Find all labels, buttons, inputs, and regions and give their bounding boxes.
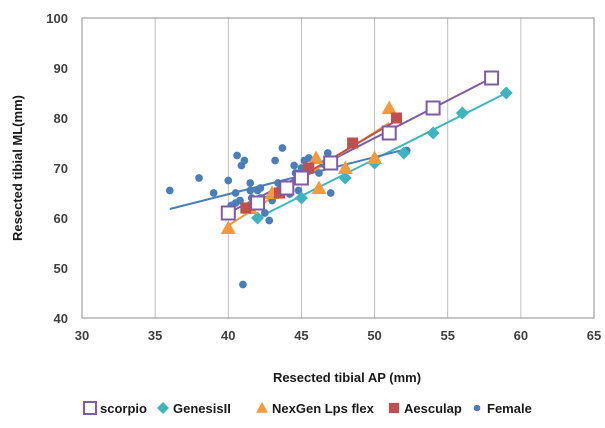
point-scorpio — [323, 155, 339, 171]
point-female — [265, 216, 274, 225]
legend-marker-scorpio — [83, 401, 97, 415]
point-genesisii — [251, 211, 265, 225]
point-genesisii — [338, 171, 352, 185]
y-tick-label: 70 — [54, 161, 68, 176]
point-female — [256, 184, 265, 192]
legend-marker-female — [473, 404, 481, 412]
point-female — [236, 196, 244, 205]
legend-marker-nexgen-lps-flex — [256, 402, 268, 413]
point-nexgen-lps-flex — [367, 150, 383, 164]
point-female — [271, 156, 279, 165]
x-tick-label: 45 — [294, 328, 308, 343]
point-aesculap — [347, 137, 359, 149]
point-genesisii — [499, 86, 513, 100]
point-scorpio — [381, 125, 397, 141]
point-female — [315, 169, 323, 177]
point-female — [246, 179, 255, 187]
y-axis-title: Resected tibial ML(mm) — [10, 95, 25, 241]
point-aesculap — [303, 162, 315, 174]
trendlines — [169, 77, 507, 227]
point-female — [326, 189, 335, 197]
point-scorpio — [279, 180, 295, 196]
point-nexgen-lps-flex — [337, 160, 353, 174]
point-scorpio — [425, 100, 441, 116]
point-female — [239, 280, 247, 289]
trendline-female — [169, 148, 407, 210]
point-scorpio — [250, 195, 266, 211]
y-tick-label: 80 — [54, 111, 68, 126]
x-tick-label: 30 — [75, 328, 89, 343]
point-female — [294, 186, 303, 195]
y-tick-label: 40 — [54, 311, 68, 326]
point-nexgen-lps-flex — [308, 150, 324, 164]
point-female — [290, 161, 298, 170]
point-scorpio — [484, 70, 500, 86]
plot-frame — [81, 17, 595, 319]
x-tick-label: 40 — [221, 328, 235, 343]
x-axis-title: Resected tibial AP (mm) — [273, 370, 421, 385]
point-genesisii — [426, 126, 440, 140]
point-nexgen-lps-flex — [311, 180, 327, 194]
point-nexgen-lps-flex — [220, 220, 236, 234]
point-female — [195, 174, 203, 182]
legend-label: scorpio — [100, 401, 147, 416]
point-female — [240, 156, 249, 165]
point-aesculap — [390, 112, 403, 124]
legend: scorpio GenesisII NexGen Lps flex Aesculap F… — [83, 401, 532, 416]
legend-marker-aesculap — [388, 402, 400, 414]
point-genesisii — [294, 191, 308, 205]
legend-label: GenesisII — [173, 401, 231, 416]
x-tick-label: 65 — [587, 328, 601, 343]
point-genesisii — [397, 146, 411, 160]
data-points — [165, 70, 513, 289]
legend-label: NexGen Lps flex — [272, 401, 375, 416]
legend-label: Female — [487, 401, 532, 416]
point-scorpio — [293, 170, 309, 186]
x-tick-label: 60 — [514, 328, 528, 343]
y-tick-label: 100 — [46, 11, 68, 26]
x-tick-label: 35 — [148, 328, 162, 343]
point-female — [209, 189, 218, 197]
point-scorpio — [220, 205, 236, 221]
y-tick-labels: 40 50 60 70 80 90 100 — [46, 11, 68, 326]
point-female — [246, 186, 255, 195]
x-tick-labels: 30 35 40 45 50 55 60 65 — [75, 328, 601, 343]
y-tick-label: 50 — [54, 261, 68, 276]
plot-area-border — [81, 17, 595, 319]
point-female — [233, 151, 241, 160]
x-tick-label: 55 — [440, 328, 454, 343]
point-female — [165, 186, 174, 195]
y-tick-label: 90 — [54, 61, 68, 76]
point-nexgen-lps-flex — [381, 100, 397, 114]
point-genesisii — [455, 106, 469, 120]
point-female — [304, 154, 313, 162]
point-female — [231, 189, 240, 197]
point-female — [323, 149, 332, 157]
y-tick-label: 60 — [54, 211, 68, 226]
point-female — [224, 176, 233, 185]
point-female — [261, 209, 269, 217]
trendline-scorpio — [227, 77, 493, 214]
x-tick-label: 50 — [367, 328, 381, 343]
legend-marker-genesisii — [157, 402, 169, 414]
point-aesculap — [240, 202, 252, 214]
legend-label: Aesculap — [404, 401, 462, 416]
point-female — [278, 144, 287, 152]
